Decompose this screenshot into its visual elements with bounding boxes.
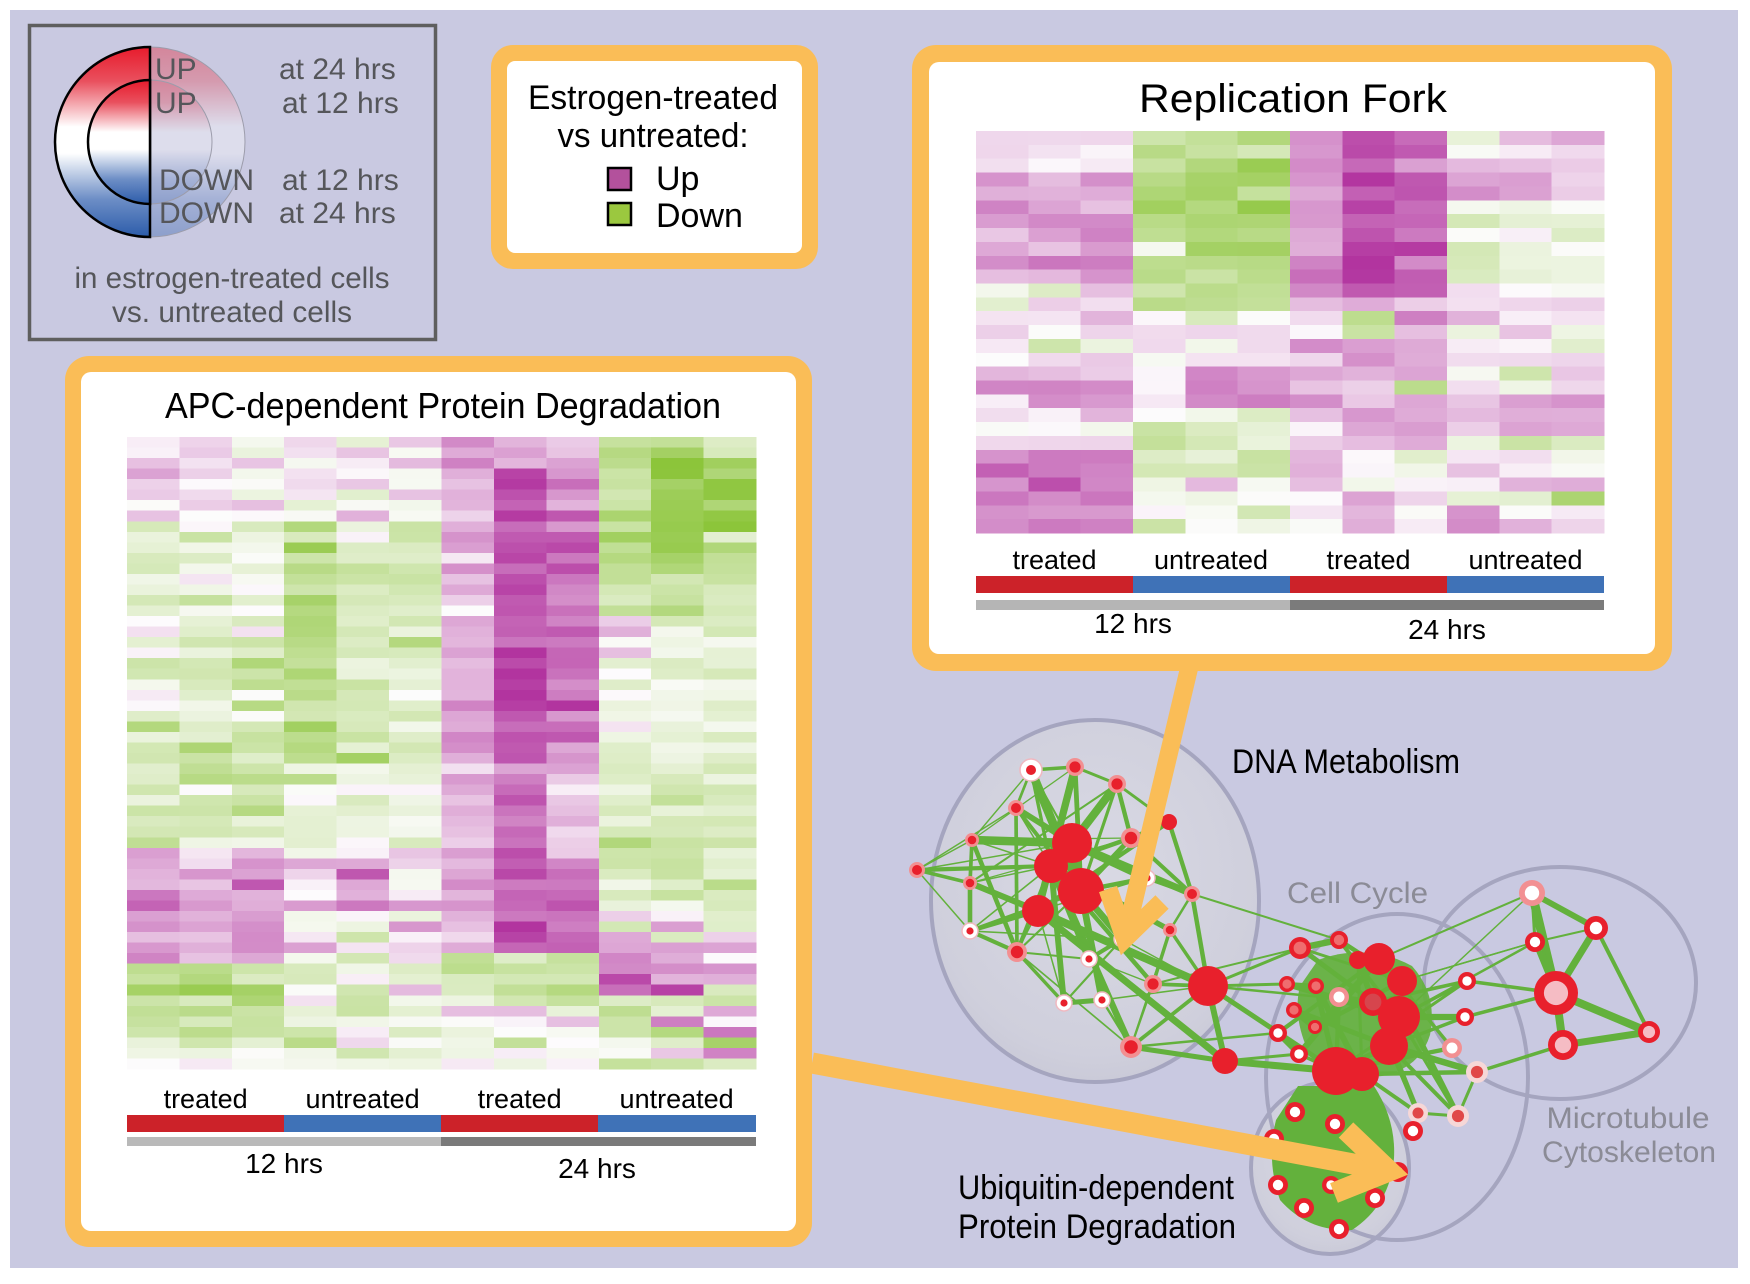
svg-text:untreated: untreated [306, 1084, 420, 1114]
svg-text:Down: Down [656, 197, 743, 235]
svg-text:treated: treated [1326, 545, 1410, 575]
svg-text:untreated: untreated [1154, 545, 1268, 575]
svg-text:UP: UP [155, 53, 197, 86]
svg-text:Cytoskeleton: Cytoskeleton [1542, 1136, 1716, 1169]
svg-text:Replication Fork: Replication Fork [1139, 77, 1448, 121]
svg-text:24 hrs: 24 hrs [558, 1153, 636, 1184]
svg-text:at 12 hrs: at 12 hrs [282, 87, 399, 120]
svg-text:DNA Metabolism: DNA Metabolism [1232, 743, 1460, 781]
svg-text:untreated: untreated [1468, 545, 1582, 575]
svg-text:at 24 hrs: at 24 hrs [279, 197, 396, 230]
svg-text:treated: treated [1012, 545, 1096, 575]
svg-text:Microtubule: Microtubule [1547, 1102, 1710, 1135]
svg-text:Up: Up [656, 160, 699, 198]
svg-text:Ubiquitin-dependent: Ubiquitin-dependent [958, 1169, 1234, 1207]
svg-text:APC-dependent Protein Degradat: APC-dependent Protein Degradation [165, 385, 721, 426]
svg-text:at 12 hrs: at 12 hrs [282, 164, 399, 197]
svg-text:DOWN: DOWN [159, 164, 254, 197]
svg-text:in estrogen-treated cells: in estrogen-treated cells [75, 262, 390, 295]
svg-text:treated: treated [478, 1084, 562, 1114]
svg-text:UP: UP [155, 87, 197, 120]
svg-text:Protein Degradation: Protein Degradation [958, 1208, 1236, 1246]
svg-text:Cell Cycle: Cell Cycle [1287, 877, 1428, 910]
svg-text:24 hrs: 24 hrs [1408, 614, 1486, 645]
svg-text:vs. untreated cells: vs. untreated cells [112, 296, 352, 329]
svg-text:untreated: untreated [620, 1084, 734, 1114]
svg-text:Estrogen-treated: Estrogen-treated [528, 79, 778, 117]
svg-text:treated: treated [164, 1084, 248, 1114]
svg-text:at 24 hrs: at 24 hrs [279, 53, 396, 86]
svg-text:12 hrs: 12 hrs [1094, 608, 1172, 639]
svg-text:vs untreated:: vs untreated: [558, 117, 749, 155]
svg-text:12 hrs: 12 hrs [245, 1148, 323, 1179]
svg-text:DOWN: DOWN [159, 197, 254, 230]
